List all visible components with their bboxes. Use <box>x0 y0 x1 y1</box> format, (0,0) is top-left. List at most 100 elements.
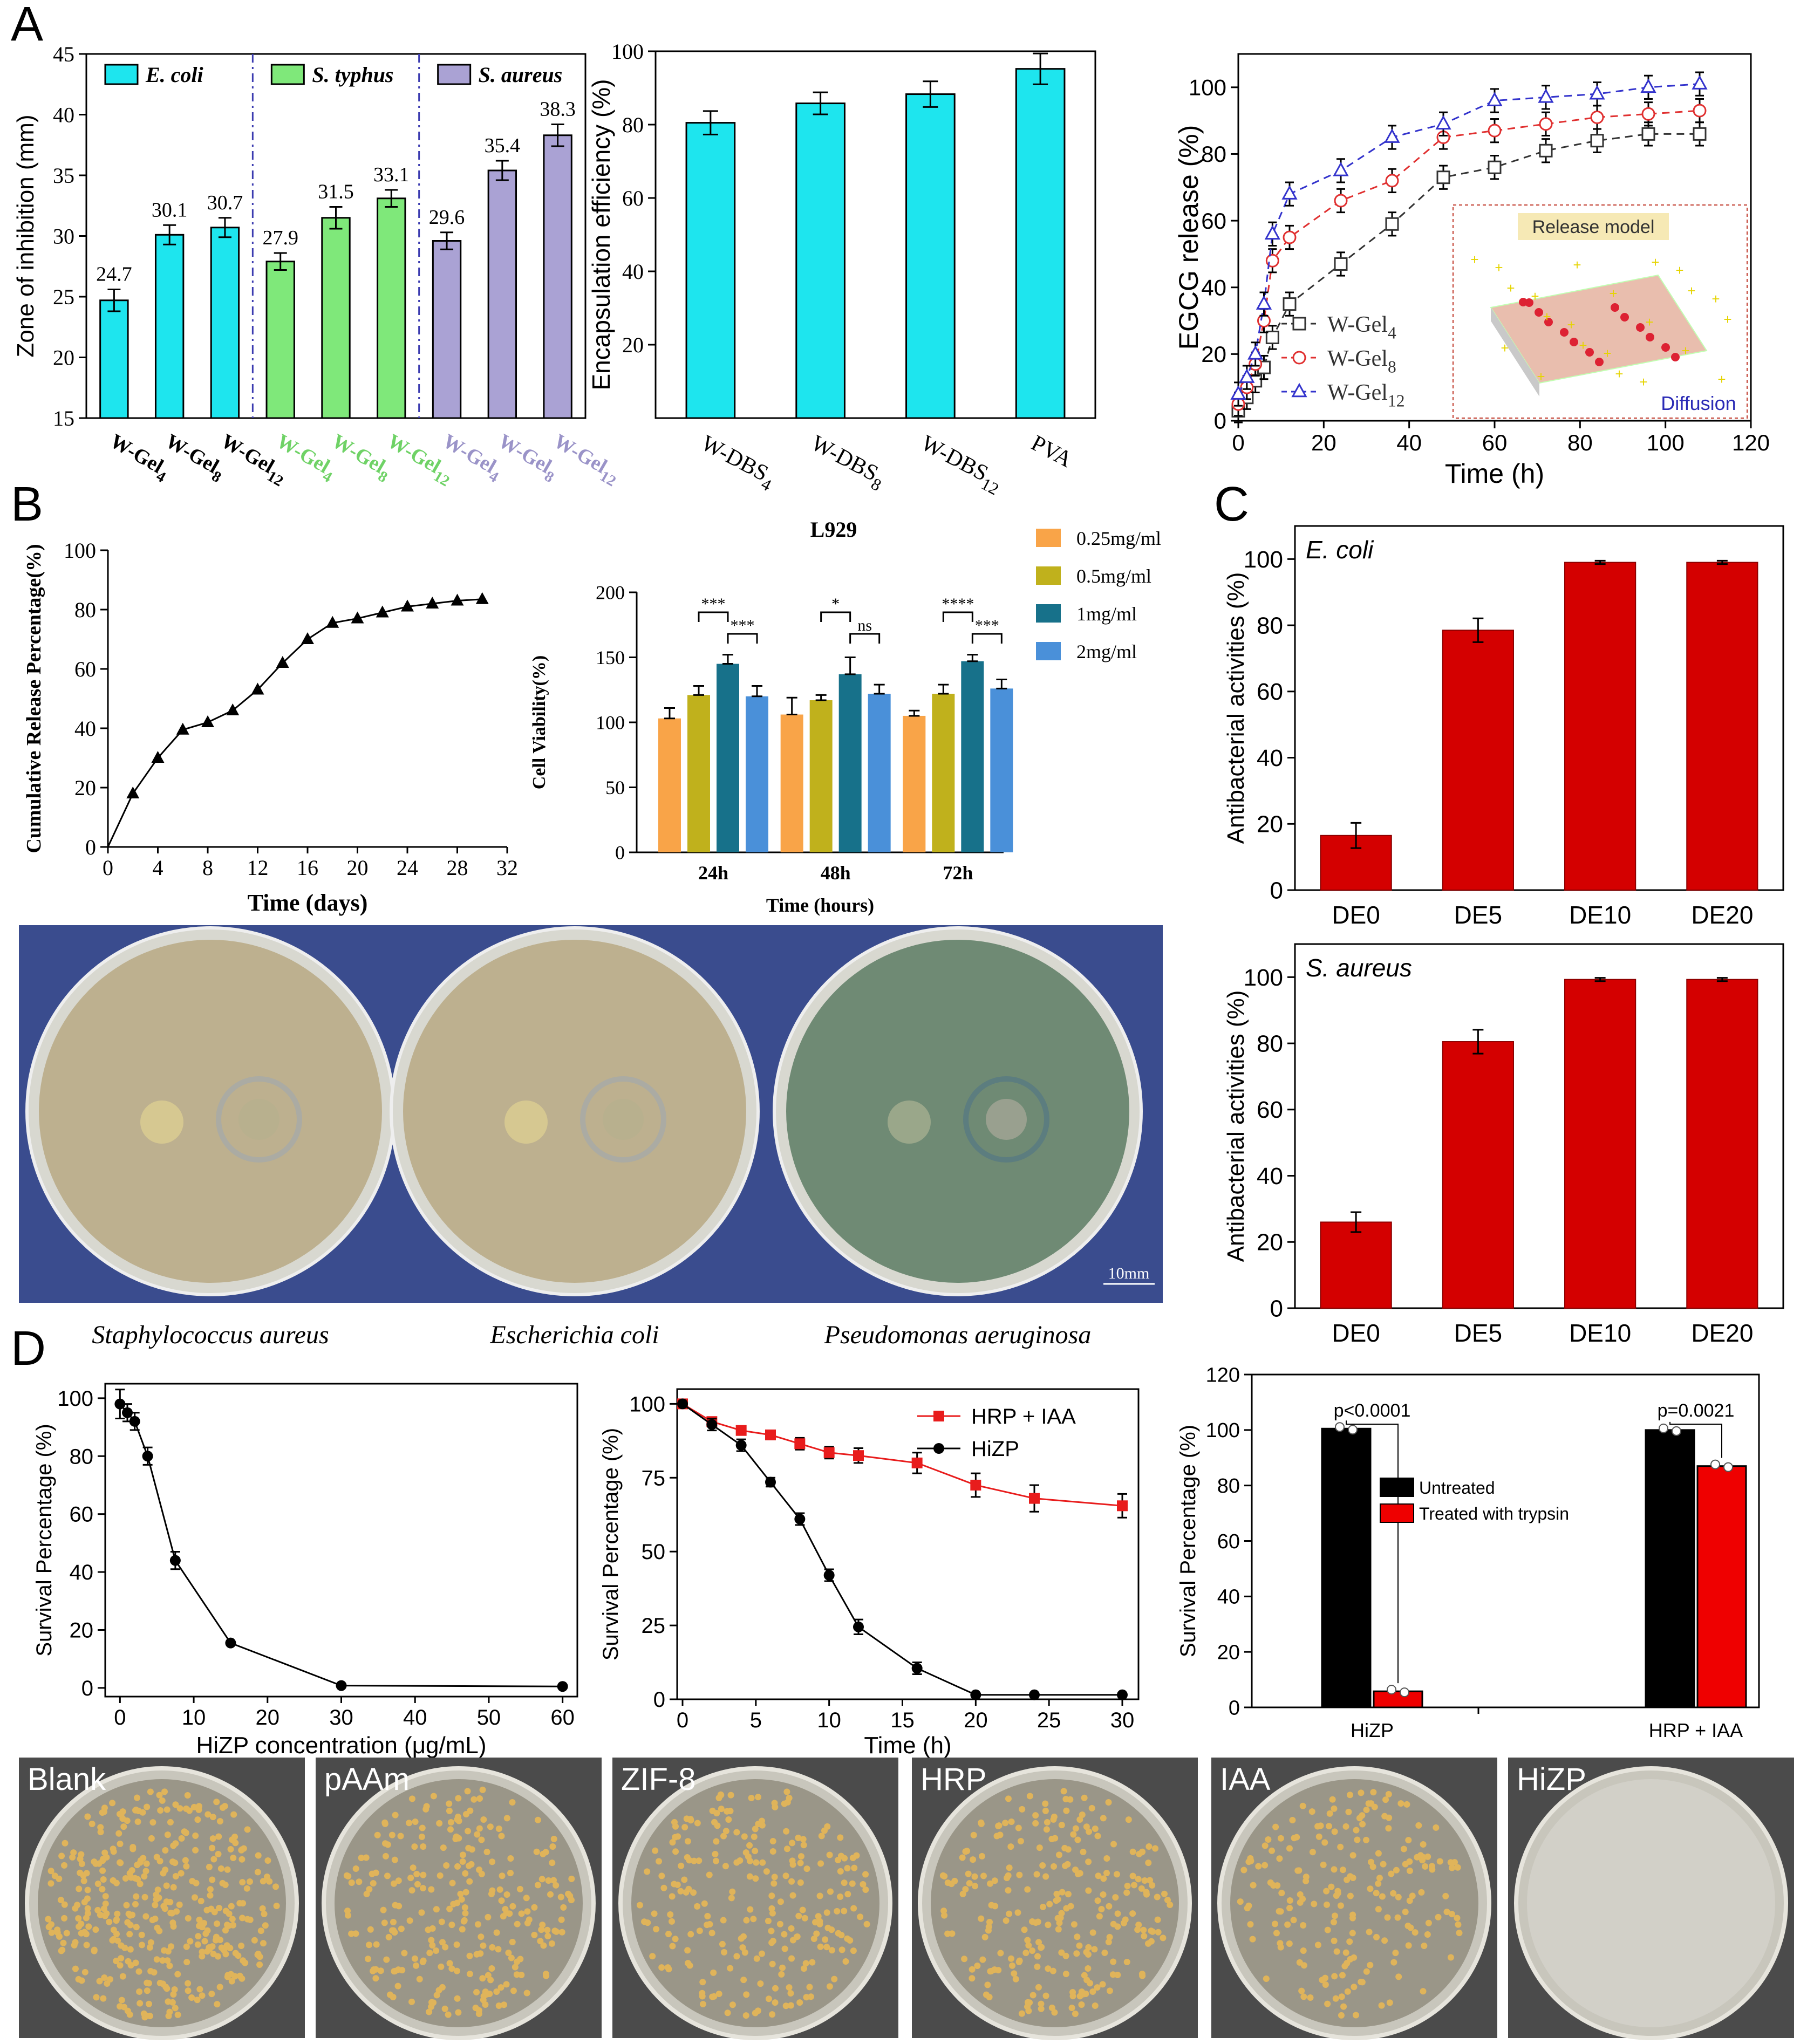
inset-sparkle: + <box>1470 251 1478 268</box>
bacterial-colony <box>720 1917 727 1924</box>
bacterial-colony <box>132 1901 139 1908</box>
bacterial-colony <box>411 1843 418 1850</box>
inset-gel-slab <box>1490 274 1708 384</box>
bacterial-colony <box>1106 1933 1113 1940</box>
data-point <box>401 599 414 612</box>
bacterial-colony <box>1406 1897 1413 1904</box>
bacterial-colony <box>724 1808 731 1815</box>
bacterial-colony <box>1359 1821 1366 1828</box>
x-axis-title: HiZP concentration (μg/mL) <box>196 1732 486 1759</box>
inset-sparkle: + <box>1651 254 1659 270</box>
bacterial-colony <box>842 1958 849 1965</box>
label-base: W-Gel <box>272 429 333 477</box>
bacterial-colony <box>1384 1914 1391 1921</box>
bacterial-colony <box>782 2002 789 2009</box>
bacterial-colony <box>1402 1909 1409 1916</box>
bacterial-colony <box>1269 1847 1276 1854</box>
bacterial-colony <box>169 1919 176 1926</box>
bacterial-colony <box>462 1910 469 1917</box>
inset-particle <box>1544 318 1553 326</box>
bacterial-colony <box>687 1817 694 1824</box>
bacterial-colony <box>691 1857 698 1864</box>
bacterial-colony <box>1079 1811 1086 1819</box>
bacterial-colony <box>399 1967 406 1974</box>
bacterial-colony <box>1086 1828 1093 1835</box>
bacterial-colony <box>531 1904 538 1911</box>
bacterial-colony <box>1395 1893 1402 1901</box>
bar-1mg/ml-48h <box>838 674 862 852</box>
bacterial-colony <box>1025 2007 1032 2014</box>
bacterial-colony <box>1051 1863 1058 1870</box>
y-tick-label: 0 <box>81 1677 93 1700</box>
bacterial-colony <box>758 1820 765 1827</box>
data-point <box>126 787 140 798</box>
bar-DE5 <box>1442 1041 1514 1309</box>
bacterial-colony <box>558 1916 565 1923</box>
bacterial-colony <box>1006 1864 1013 1871</box>
bacterial-colony <box>219 1879 226 1886</box>
bacterial-colony <box>1068 2005 1075 2012</box>
x-tick-label: 20 <box>347 856 369 880</box>
bar-2mg/ml-48h <box>868 693 891 852</box>
bacterial-colony <box>537 1938 544 1945</box>
bacterial-colony <box>1400 1845 1407 1852</box>
sample-disc <box>238 1099 279 1140</box>
bacterial-colony <box>568 1875 575 1882</box>
bacterial-colony <box>372 1966 379 1973</box>
bacterial-colony <box>436 1820 443 1827</box>
bacterial-colony <box>366 1886 373 1893</box>
y-tick-label: 20 <box>53 346 74 370</box>
replicate-point <box>1348 1425 1358 1435</box>
bacterial-colony <box>1344 1988 1351 1995</box>
bacterial-colony <box>995 1822 1002 1829</box>
bacterial-colony <box>1286 1940 1293 1947</box>
bacterial-colony <box>549 1843 556 1850</box>
bacterial-colony <box>1085 1858 1092 1865</box>
bacterial-colony <box>1065 1891 1072 1898</box>
chart-D1: 0 20 40 60 80 100 0 10 20 30 40 50 60 HiZP concentrat… <box>32 1383 578 1759</box>
y-tick-label: 20 <box>1257 811 1283 838</box>
series-line-W-Gel8 <box>1237 110 1700 405</box>
bacterial-colony <box>636 1902 643 1909</box>
bacterial-colony <box>1334 1890 1341 1897</box>
bacterial-colony <box>230 1811 237 1818</box>
bacterial-colony <box>518 1910 525 1917</box>
panel-letter-D: D <box>11 1322 46 1376</box>
x-tick-label: 100 <box>1647 430 1685 455</box>
bacterial-colony <box>453 1967 460 1974</box>
bacterial-colony <box>159 1797 166 1804</box>
bacterial-colony <box>139 1942 146 1949</box>
data-point <box>142 1451 153 1462</box>
inset-sparkle: + <box>1675 262 1683 278</box>
data-point <box>1292 317 1306 331</box>
bacterial-colony <box>568 1897 575 1904</box>
bacterial-colony <box>838 1946 845 1953</box>
y-tick-label: 0 <box>1270 1295 1283 1322</box>
bacterial-colony <box>497 1984 504 1991</box>
bacterial-colony <box>476 1795 483 1802</box>
bacterial-colony <box>255 1951 262 1958</box>
bacterial-colony <box>138 1931 145 1938</box>
bacterial-colony <box>92 1926 99 1933</box>
data-point <box>1589 85 1605 100</box>
bacterial-colony <box>149 1917 156 1924</box>
bacterial-colony <box>483 1848 490 1855</box>
bacterial-colony <box>367 1926 374 1933</box>
data-label: 30.7 <box>207 192 243 214</box>
bacterial-colony <box>701 1900 708 1907</box>
bacterial-colony <box>1341 1963 1348 1970</box>
x-tick-label: HRP + IAA <box>1649 1719 1743 1741</box>
data-point <box>1117 1500 1128 1512</box>
bacterial-colony <box>1017 1837 1024 1844</box>
bacterial-colony <box>181 1828 188 1835</box>
bacterial-colony <box>212 1937 219 1944</box>
bacterial-colony <box>194 1941 201 1948</box>
bacterial-colony <box>1058 1949 1065 1956</box>
y-axis-title: Survival Percentage (%) <box>32 1424 56 1656</box>
data-label: 31.5 <box>318 181 354 203</box>
data-point <box>706 1419 718 1430</box>
bacterial-colony <box>430 1793 437 1800</box>
inset-sparkle: + <box>1681 343 1689 359</box>
bacterial-colony <box>135 1807 142 1814</box>
bacterial-colony <box>1328 1883 1335 1890</box>
